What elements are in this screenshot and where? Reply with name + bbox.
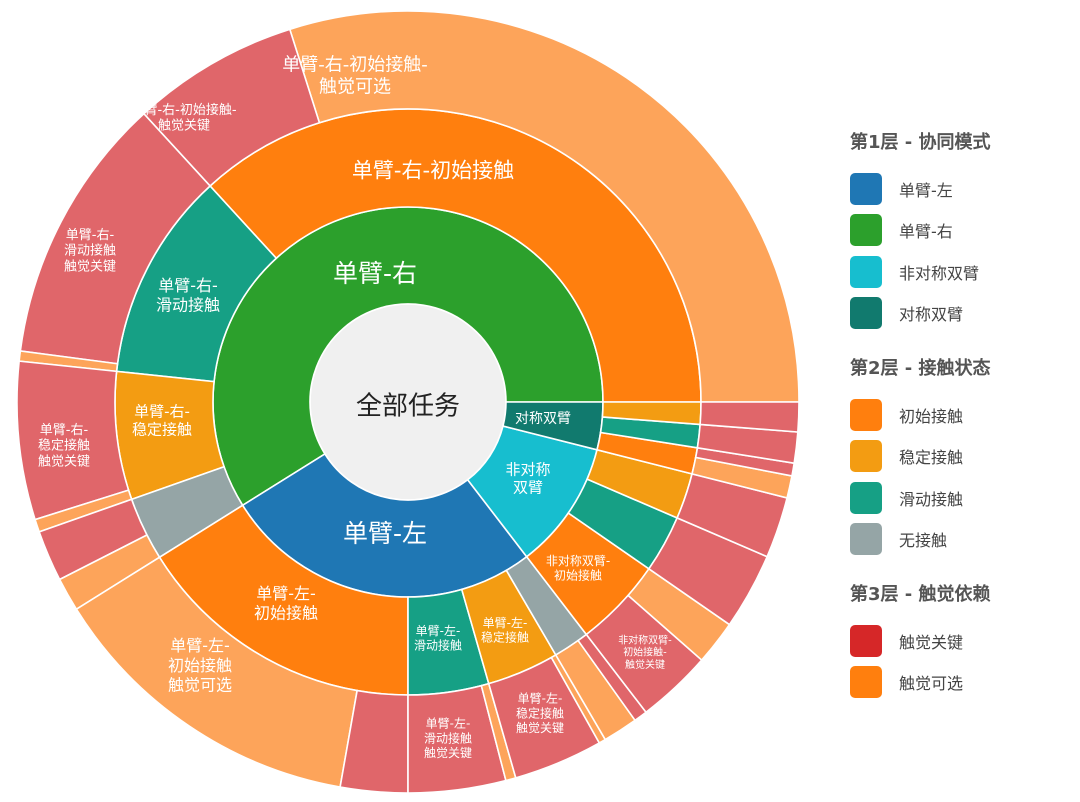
- legend-item-初始接触[interactable]: 初始接触: [848, 394, 1068, 436]
- legend-swatch: [850, 523, 882, 556]
- legend-title: 第3层 - 触觉依赖: [850, 584, 991, 605]
- legend-label: 初始接触: [899, 406, 964, 426]
- legend-swatch: [850, 481, 882, 514]
- legend-swatch: [850, 172, 882, 205]
- legend-label: 单臂-右: [899, 222, 953, 242]
- legend-label: 触觉可选: [899, 674, 964, 694]
- legend-label: 对称双臂: [899, 305, 964, 325]
- segment-单臂-右-初始接触-触觉可选[interactable]: [288, 10, 800, 403]
- legend-group-3: 第3层 - 触觉依赖触觉关键触觉可选: [848, 582, 1068, 703]
- legend-item-触觉可选[interactable]: 触觉可选: [848, 662, 1068, 704]
- legend-item-滑动接触[interactable]: 滑动接触: [848, 477, 1068, 519]
- legend-swatch: [850, 666, 882, 699]
- legend-item-触觉关键[interactable]: 触觉关键: [848, 620, 1068, 662]
- legend-item-稳定接触[interactable]: 稳定接触: [848, 436, 1068, 478]
- legend-item-无接触[interactable]: 无接触: [848, 519, 1068, 561]
- legend-label: 稳定接触: [899, 448, 964, 468]
- legend-item-非对称双臂[interactable]: 非对称双臂: [848, 251, 1068, 293]
- legend-label: 触觉关键: [899, 632, 964, 652]
- legend-group-1: 第1层 - 协同模式单臂-左单臂-右非对称双臂对称双臂: [848, 130, 1068, 334]
- legend-group-2: 第2层 - 接触状态初始接触稳定接触滑动接触无接触: [848, 356, 1068, 560]
- legend-title: 第2层 - 接触状态: [850, 358, 991, 379]
- legend-swatch: [850, 255, 882, 288]
- legend-item-单臂-左[interactable]: 单臂-左: [848, 168, 1068, 210]
- legend-item-单臂-右[interactable]: 单臂-右: [848, 210, 1068, 252]
- legend-swatch: [850, 440, 882, 473]
- legend-label: 滑动接触: [899, 489, 964, 509]
- legend-swatch: [850, 214, 882, 247]
- segment-root[interactable]: [309, 303, 507, 501]
- sunburst-chart: 全部任务单臂-右单臂-左非对称双臂对称双臂单臂-右-初始接触单臂-右-滑动接触单…: [16, 10, 800, 794]
- legend-swatch: [850, 624, 882, 657]
- sunburst-segments: [16, 10, 800, 794]
- legend-title: 第1层 - 协同模式: [850, 132, 991, 153]
- legend-swatch: [850, 398, 882, 431]
- segment-对称双臂-稳定接触-触觉关键[interactable]: [699, 401, 800, 433]
- legend-swatch: [850, 297, 882, 330]
- legend-item-对称双臂[interactable]: 对称双臂: [848, 293, 1068, 335]
- legend: 第1层 - 协同模式单臂-左单臂-右非对称双臂对称双臂第2层 - 接触状态初始接…: [848, 130, 1068, 725]
- legend-label: 无接触: [899, 531, 948, 551]
- legend-label: 单臂-左: [899, 180, 953, 200]
- legend-label: 非对称双臂: [899, 263, 980, 283]
